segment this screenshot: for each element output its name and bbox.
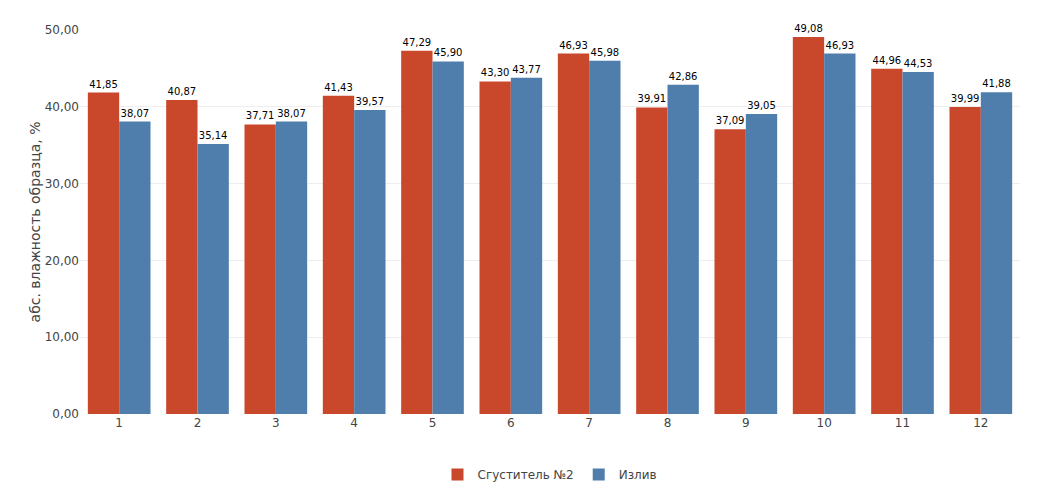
svg-text:40,87: 40,87	[168, 86, 197, 97]
svg-text:20,00: 20,00	[45, 254, 79, 268]
svg-text:12: 12	[973, 416, 988, 430]
svg-text:2: 2	[194, 416, 202, 430]
svg-text:4: 4	[350, 416, 358, 430]
svg-text:39,57: 39,57	[356, 96, 385, 107]
svg-text:10: 10	[817, 416, 832, 430]
svg-text:10,00: 10,00	[45, 330, 79, 344]
svg-text:49,08: 49,08	[794, 23, 823, 34]
svg-text:46,93: 46,93	[559, 40, 588, 51]
svg-text:37,71: 37,71	[246, 110, 275, 121]
svg-text:11: 11	[895, 416, 910, 430]
svg-text:38,07: 38,07	[121, 108, 150, 119]
svg-text:46,93: 46,93	[826, 40, 855, 51]
svg-text:8: 8	[664, 416, 672, 430]
svg-text:абс. влажность образца, %: абс. влажность образца, %	[27, 122, 43, 323]
svg-text:41,88: 41,88	[982, 78, 1011, 89]
svg-text:45,90: 45,90	[434, 47, 463, 58]
svg-text:30,00: 30,00	[45, 177, 79, 191]
svg-text:39,91: 39,91	[638, 93, 667, 104]
svg-text:35,14: 35,14	[199, 130, 228, 141]
svg-text:42,86: 42,86	[669, 71, 698, 82]
svg-text:6: 6	[507, 416, 515, 430]
svg-text:1: 1	[115, 416, 123, 430]
svg-text:Излив: Излив	[619, 468, 657, 482]
svg-text:5: 5	[429, 416, 437, 430]
svg-text:44,53: 44,53	[904, 58, 933, 69]
svg-text:37,09: 37,09	[716, 115, 745, 126]
svg-text:41,43: 41,43	[324, 82, 353, 93]
svg-text:39,05: 39,05	[747, 100, 776, 111]
svg-text:41,85: 41,85	[89, 79, 118, 90]
svg-text:40,00: 40,00	[45, 100, 79, 114]
svg-text:45,98: 45,98	[591, 47, 620, 58]
svg-text:9: 9	[742, 416, 750, 430]
svg-text:47,29: 47,29	[403, 37, 432, 48]
svg-text:Сгуститель №2: Сгуститель №2	[478, 468, 574, 482]
svg-text:50,00: 50,00	[45, 23, 79, 37]
svg-text:39,99: 39,99	[951, 93, 980, 104]
svg-text:43,30: 43,30	[481, 67, 510, 78]
svg-text:7: 7	[585, 416, 593, 430]
svg-text:44,96: 44,96	[873, 55, 902, 66]
svg-text:38,07: 38,07	[277, 108, 306, 119]
svg-text:43,77: 43,77	[512, 64, 541, 75]
svg-text:3: 3	[272, 416, 280, 430]
svg-text:0,00: 0,00	[52, 407, 79, 421]
